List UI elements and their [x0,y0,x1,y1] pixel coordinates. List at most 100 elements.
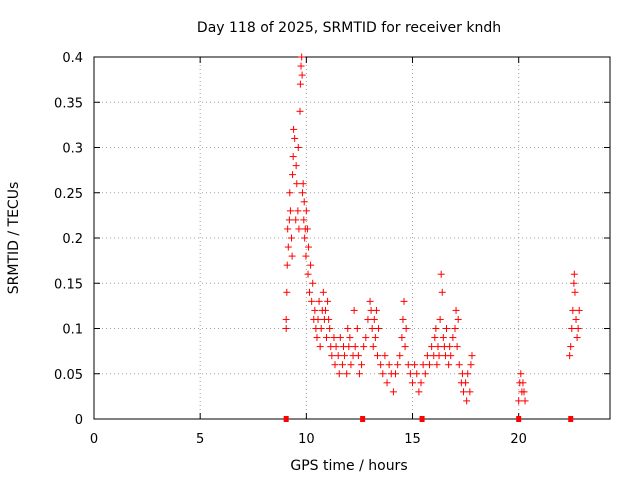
data-point [303,225,311,233]
data-point [306,288,314,296]
data-point [435,352,443,360]
data-point [285,216,293,224]
data-point [294,207,302,215]
data-point [396,352,404,360]
data-point [328,352,336,360]
data-point [520,388,528,396]
data-point [293,180,301,188]
data-point [402,325,410,332]
data-point [343,370,351,378]
data-point [314,315,322,323]
data-point [381,352,389,360]
data-point [572,315,580,323]
data-point [436,315,444,323]
data-point [353,325,361,332]
data-point [411,361,419,369]
data-point [286,207,294,215]
data-point [521,397,529,405]
x-axis-title: GPS time / hours [290,458,407,474]
data-point [454,315,462,323]
data-point [336,334,344,342]
data-point [301,234,309,242]
data-point [446,343,454,351]
data-point [324,297,332,305]
x-tick-label: 0 [90,432,98,447]
x-tick-label: 15 [404,432,421,447]
data-point [426,361,434,369]
data-point [570,270,578,278]
data-point [330,334,338,342]
data-point [299,180,307,188]
data-point [325,315,333,323]
data-point [298,53,306,61]
data-point [570,279,578,287]
y-tick-label: 0.3 [62,142,83,157]
data-point [309,279,317,287]
data-point [394,361,402,369]
data-point [575,306,583,314]
data-point [321,306,329,314]
data-point [358,361,366,369]
data-point [438,288,446,296]
data-point [377,361,385,369]
data-point [366,297,374,305]
data-point [449,334,457,342]
data-point [298,71,306,79]
data-point [284,225,292,233]
data-point [299,189,307,197]
data-point [571,288,579,296]
data-point [347,361,355,369]
y-tick-label: 0.15 [54,277,83,292]
data-point [517,370,525,378]
data-point [409,379,417,387]
data-point [283,261,291,269]
x-tick-label: 20 [510,432,527,447]
data-point [392,370,400,378]
data-point [304,270,312,278]
data-point [346,334,354,342]
data-point [335,370,343,378]
data-point [423,352,431,360]
x-tick-label: 10 [298,432,315,447]
data-point [413,370,421,378]
data-point [445,361,453,369]
data-point [464,370,472,378]
data-point [372,306,380,314]
data-point [459,388,467,396]
y-tick-label: 0 [75,413,83,428]
satellite-marker [568,416,574,422]
data-point [331,361,339,369]
data-point [295,225,303,233]
data-point [282,315,290,323]
data-point [453,343,461,351]
data-point [313,334,321,342]
data-point [442,325,450,332]
satellite-marker [516,416,522,422]
data-point [332,343,340,351]
data-point [364,315,372,323]
y-tick-labels: 0 0.05 0.1 0.15 0.2 0.25 0.3 0.35 0.4 [54,51,83,428]
data-point [350,306,358,314]
data-point [286,189,294,197]
data-point [355,370,363,378]
data-point [282,325,290,332]
data-point [319,288,327,296]
data-point [362,334,370,342]
data-point [375,325,383,332]
data-point [284,243,292,251]
data-point [288,252,296,260]
data-point [311,306,319,314]
data-point [368,325,376,332]
y-tick-label: 0.1 [62,323,83,338]
y-tick-label: 0.25 [54,187,83,202]
data-point [421,370,429,378]
data-point [515,397,523,405]
data-point [317,325,325,332]
satellite-marker [419,416,425,422]
data-point [302,207,310,215]
data-point [447,352,455,360]
data-point [437,270,445,278]
data-point [451,325,459,332]
data-point [292,216,300,224]
